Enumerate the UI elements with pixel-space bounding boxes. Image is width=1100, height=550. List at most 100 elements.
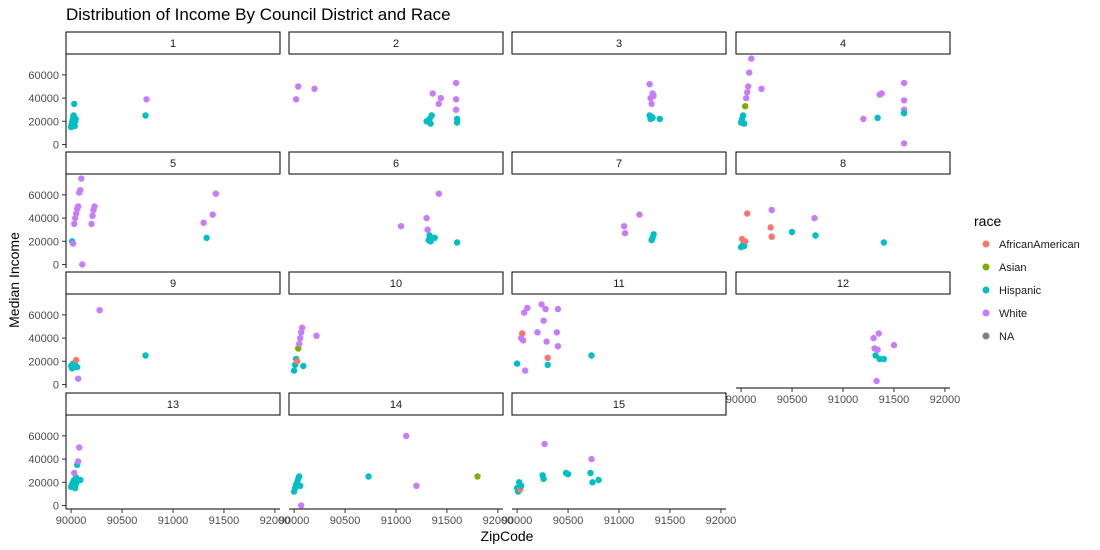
data-point	[521, 309, 528, 316]
data-point	[453, 239, 461, 246]
data-point	[313, 332, 320, 339]
data-point	[435, 190, 442, 197]
data-point	[78, 175, 85, 182]
data-point	[554, 305, 562, 313]
data-point	[900, 79, 908, 87]
data-point	[513, 360, 521, 367]
x-tick-label: 91500	[879, 394, 910, 406]
facet-strip-label: 12	[837, 278, 849, 290]
facet-panel-11: 11	[511, 271, 727, 374]
facet-strip	[288, 151, 504, 175]
data-point	[296, 473, 303, 480]
x-tick-label: 91500	[432, 515, 463, 527]
legend-label: White	[999, 308, 1027, 320]
data-point	[745, 83, 752, 90]
data-point	[298, 502, 305, 509]
data-point	[541, 440, 548, 448]
data-point	[88, 220, 95, 228]
data-point	[142, 112, 149, 119]
legend: race AfricanAmerican Asian Hispanic White NA	[974, 213, 1080, 343]
data-point	[297, 334, 304, 342]
facet-strip-label: 6	[393, 158, 399, 170]
data-point	[71, 220, 78, 228]
y-tick-label: 40000	[28, 454, 59, 466]
data-point	[553, 329, 560, 336]
data-point	[96, 307, 103, 314]
facet-panel-7: 7	[511, 151, 727, 244]
data-point	[452, 96, 460, 103]
data-point	[875, 330, 882, 337]
data-point	[874, 114, 881, 122]
x-tick-label: 92000	[483, 515, 514, 527]
data-point	[544, 354, 551, 361]
data-point	[768, 233, 775, 240]
facet-strip-label: 15	[613, 399, 625, 411]
y-tick-label: 60000	[28, 70, 59, 82]
data-point	[290, 367, 298, 374]
data-point	[203, 234, 210, 241]
facet-panel-8: 8	[735, 151, 951, 251]
data-point	[522, 367, 529, 374]
y-tick-label: 60000	[28, 190, 59, 202]
data-point	[564, 471, 572, 478]
data-point	[295, 83, 302, 90]
x-tick-label: 90000	[726, 394, 757, 406]
data-point	[744, 89, 751, 96]
data-point	[788, 228, 796, 236]
data-point	[542, 305, 549, 313]
data-point	[452, 79, 460, 87]
facet-panel-9: 9 0 20000 40000 60000	[28, 271, 281, 392]
y-axis-title-group: Median Income	[6, 232, 22, 328]
data-point	[200, 219, 207, 226]
x-tick-label: 91000	[381, 515, 412, 527]
facet-strip	[288, 392, 504, 416]
data-point	[453, 119, 461, 126]
legend-label: NA	[999, 331, 1015, 343]
data-point	[300, 362, 307, 370]
data-point	[296, 340, 303, 348]
data-point	[71, 122, 78, 130]
y-tick-label: 20000	[28, 236, 59, 248]
data-point	[427, 120, 434, 127]
y-tick-label: 60000	[28, 310, 59, 322]
data-point	[540, 475, 547, 482]
facet-strip	[65, 271, 281, 295]
facet-strip-label: 2	[393, 38, 399, 50]
y-tick-label: 20000	[28, 356, 59, 368]
data-point	[646, 81, 653, 88]
data-point	[431, 234, 438, 241]
x-tick-label: 90000	[502, 515, 533, 527]
data-point	[72, 115, 79, 123]
facet-strip	[65, 151, 281, 175]
data-point	[650, 231, 657, 238]
data-point	[292, 96, 300, 103]
data-point	[880, 355, 887, 363]
data-point	[900, 110, 908, 117]
chart-title: Distribution of Income By Council Distri…	[66, 5, 451, 24]
data-point	[621, 230, 629, 237]
y-tick-label: 0	[53, 501, 59, 513]
data-point	[890, 341, 898, 349]
data-point	[587, 469, 594, 477]
data-point	[142, 352, 149, 359]
data-point	[811, 214, 818, 222]
data-point	[739, 112, 747, 119]
data-point	[520, 337, 527, 344]
data-point	[595, 476, 602, 484]
facet-strip-label: 1	[170, 38, 176, 50]
data-point	[428, 112, 435, 119]
data-point	[212, 190, 219, 197]
facet-strip	[288, 31, 504, 55]
y-axis-title: Median Income	[6, 232, 22, 328]
facet-panel-1: 1 0 20000 40000 60000	[28, 31, 281, 152]
data-point	[77, 187, 84, 194]
legend-key	[982, 332, 990, 340]
data-point	[435, 100, 442, 108]
facet-strip-label: 9	[170, 278, 176, 290]
data-point	[620, 223, 628, 230]
data-point	[429, 90, 436, 97]
facet-panel-3: 3	[511, 31, 727, 123]
data-point	[554, 343, 562, 350]
data-point	[209, 211, 216, 218]
